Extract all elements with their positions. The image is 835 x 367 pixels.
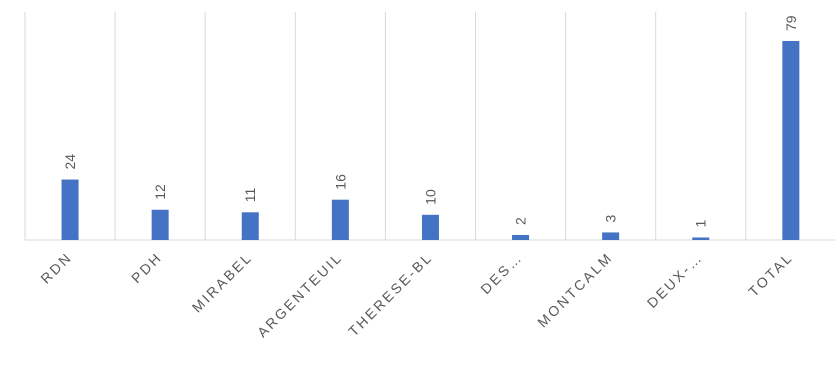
- x-axis-tick-label: MONTCALM: [534, 249, 616, 331]
- x-axis-tick-label: DES…: [477, 249, 525, 297]
- bar: [151, 209, 169, 240]
- x-axis-tick-label: THERESE-BL: [345, 249, 435, 339]
- category-separators: [24, 12, 747, 240]
- bar: [421, 214, 439, 240]
- bar: [782, 41, 800, 240]
- x-axis-tick-label: PDH: [128, 249, 165, 286]
- x-axis-tick-label: DEUX-…: [644, 249, 706, 311]
- data-label: 79: [783, 15, 799, 31]
- bar: [692, 237, 710, 240]
- data-label: 2: [513, 217, 529, 225]
- data-label: 24: [62, 154, 78, 170]
- x-axis-tick-label: RDN: [37, 249, 75, 287]
- bar: [512, 234, 530, 240]
- data-label: 3: [603, 214, 619, 222]
- data-label: 10: [422, 189, 438, 205]
- bars: [61, 41, 800, 240]
- data-label: 16: [332, 174, 348, 190]
- x-axis-tick-label: TOTAL: [745, 249, 796, 300]
- bar: [61, 179, 79, 240]
- bar: [331, 199, 349, 240]
- bar: [241, 212, 259, 240]
- data-label: 11: [242, 188, 258, 203]
- x-axis-tick-label: MIRABEL: [189, 249, 256, 316]
- data-labels: 24 12 11 16 10 2 3 1 79: [62, 15, 799, 227]
- bar: [602, 232, 620, 240]
- data-label: 12: [152, 184, 168, 200]
- data-label: 1: [693, 219, 709, 227]
- x-axis-tick-label: ARGENTEUIL: [254, 249, 346, 341]
